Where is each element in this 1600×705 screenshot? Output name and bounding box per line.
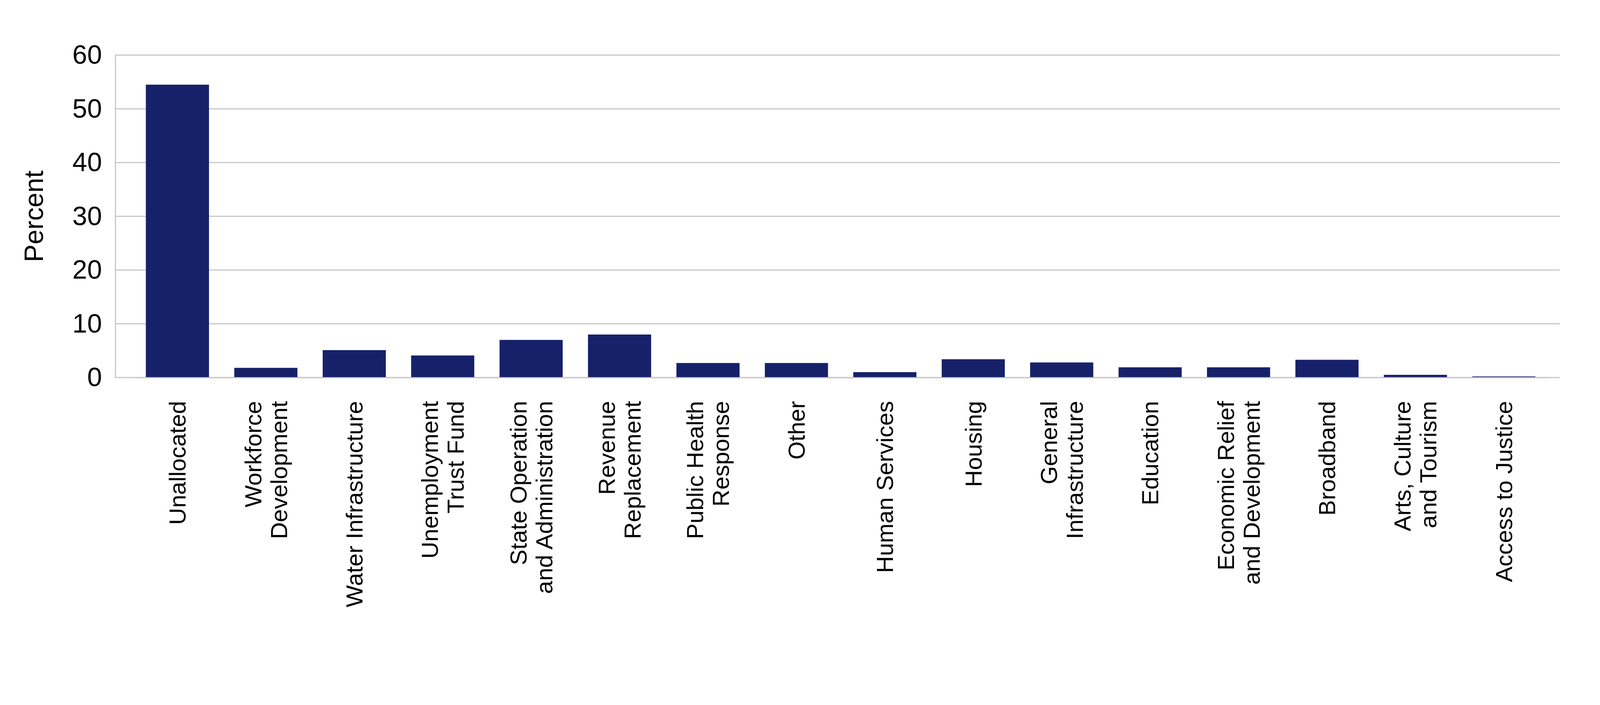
x-tick: Human Services	[871, 377, 899, 573]
x-tick-label-line: Response	[707, 400, 734, 507]
bar	[410, 355, 475, 378]
bar	[145, 84, 209, 378]
y-tick: 30	[72, 200, 116, 231]
x-tick-label-line: Infrastructure	[1061, 400, 1088, 539]
x-tick: GeneralInfrastructure	[1035, 377, 1088, 539]
y-tick: 50	[72, 93, 116, 124]
x-tick-label-line: Water Infrastructure	[341, 400, 368, 608]
x-tick-label: Human Services	[871, 400, 899, 573]
x-tick: Water Infrastructure	[341, 377, 368, 608]
grid-line	[115, 323, 1560, 325]
x-tick: Economic Reliefand Development	[1212, 377, 1265, 585]
x-tick: WorkforceDevelopment	[240, 377, 293, 540]
x-tick: Other	[783, 377, 810, 460]
grid-line	[115, 269, 1560, 271]
bar	[676, 362, 740, 378]
bar	[587, 334, 652, 378]
x-tick: UnemploymentTrust Fund	[416, 377, 469, 559]
bars	[145, 84, 1536, 378]
y-tick: 40	[72, 146, 116, 177]
bar	[499, 339, 563, 378]
bar	[1383, 374, 1448, 378]
x-tick-label-line: and Tourism	[1415, 400, 1442, 529]
y-axis-title: Percent	[18, 170, 49, 262]
x-tick-label-line: Housing	[960, 400, 987, 487]
bar	[1118, 367, 1182, 378]
y-tick-label: 50	[72, 93, 102, 124]
y-axis-line	[114, 55, 117, 378]
x-tick: Arts, Cultureand Tourism	[1389, 377, 1442, 531]
x-tick-label: WorkforceDevelopment	[240, 400, 293, 540]
x-tick-label: State Operationand Administration	[505, 400, 558, 594]
x-tick-label-line: and Administration	[531, 400, 558, 594]
x-tick: Access to Justice	[1491, 377, 1518, 583]
y-tick-label: 10	[72, 308, 102, 338]
y-tick-label: 0	[87, 361, 102, 392]
x-tick-label: Housing	[960, 400, 987, 487]
x-tick-label-line: Education	[1137, 400, 1164, 506]
x-tick-label-line: Development	[266, 400, 293, 540]
x-tick-label: Arts, Cultureand Tourism	[1389, 400, 1442, 531]
y-tick: 0	[87, 361, 116, 392]
bar	[941, 358, 1006, 378]
x-tick-label: Water Infrastructure	[341, 400, 368, 608]
x-tick: State Operationand Administration	[505, 377, 558, 594]
bar	[853, 371, 917, 378]
x-tick-label-line: Replacement	[619, 400, 646, 540]
x-axis: Unallocated WorkforceDevelopment Water Inf…	[133, 377, 1549, 608]
y-tick-label: 60	[72, 39, 102, 70]
bar	[1207, 367, 1271, 378]
bar	[764, 362, 829, 378]
y-tick-label: 20	[72, 254, 102, 284]
x-tick-label-line: Human Services	[871, 400, 899, 573]
x-tick-label-line: Access to Justice	[1491, 400, 1518, 583]
x-tick-label: Public HealthResponse	[682, 400, 734, 540]
grid	[115, 55, 1560, 378]
chart: 0 10 20 30 40 50 60 Unallocated WorkforceDevelop…	[0, 0, 1600, 705]
y-tick: 60	[72, 39, 116, 70]
y-tick: 10	[72, 308, 116, 338]
x-tick-label-line: General	[1035, 400, 1063, 484]
y-tick: 20	[72, 254, 116, 284]
y-tick-label: 40	[72, 146, 102, 177]
grid-line	[115, 108, 1560, 110]
x-tick-label: UnemploymentTrust Fund	[416, 400, 469, 559]
x-tick-label-line: State Operation	[505, 400, 532, 565]
x-tick-label: Unallocated	[164, 400, 191, 525]
x-tick-label: Other	[783, 400, 810, 460]
x-tick-label-line: Workforce	[240, 400, 267, 508]
x-tick-label: RevenueReplacement	[593, 400, 646, 540]
x-tick-label-line: Public Health	[682, 400, 709, 540]
x-tick-label-line: Revenue	[593, 400, 620, 495]
bar	[234, 367, 298, 378]
x-tick-label-line: Other	[783, 400, 810, 460]
grid-line	[115, 215, 1560, 217]
x-tick: Housing	[960, 377, 987, 487]
grid-line	[115, 162, 1560, 164]
x-tick-label: Access to Justice	[1491, 400, 1518, 583]
y-axis: 0 10 20 30 40 50 60	[72, 39, 116, 392]
x-tick: Education	[1137, 377, 1164, 506]
x-tick-label: Economic Reliefand Development	[1212, 400, 1265, 585]
grid-line	[115, 54, 1560, 56]
x-tick-label: GeneralInfrastructure	[1035, 400, 1088, 539]
x-tick-label-line: Broadband	[1314, 400, 1341, 516]
x-tick-label-line: and Development	[1238, 400, 1265, 585]
x-tick-label-line: Arts, Culture	[1389, 400, 1416, 531]
x-tick: Public HealthResponse	[682, 377, 734, 540]
x-tick: RevenueReplacement	[593, 377, 646, 540]
x-tick-label-line: Unemployment	[416, 400, 443, 559]
x-tick-label: Broadband	[1314, 400, 1341, 516]
x-tick-label-line: Economic Relief	[1212, 400, 1240, 571]
x-axis-line	[133, 376, 1549, 379]
x-tick-label-line: Trust Fund	[442, 400, 469, 514]
x-tick: Unallocated	[164, 377, 191, 525]
y-tick-label: 30	[72, 200, 102, 231]
x-tick-label: Education	[1137, 400, 1164, 506]
x-tick-label-line: Unallocated	[164, 400, 191, 525]
bar	[1030, 362, 1094, 378]
bar	[1295, 359, 1359, 378]
x-tick: Broadband	[1314, 377, 1341, 516]
bar	[322, 350, 386, 378]
